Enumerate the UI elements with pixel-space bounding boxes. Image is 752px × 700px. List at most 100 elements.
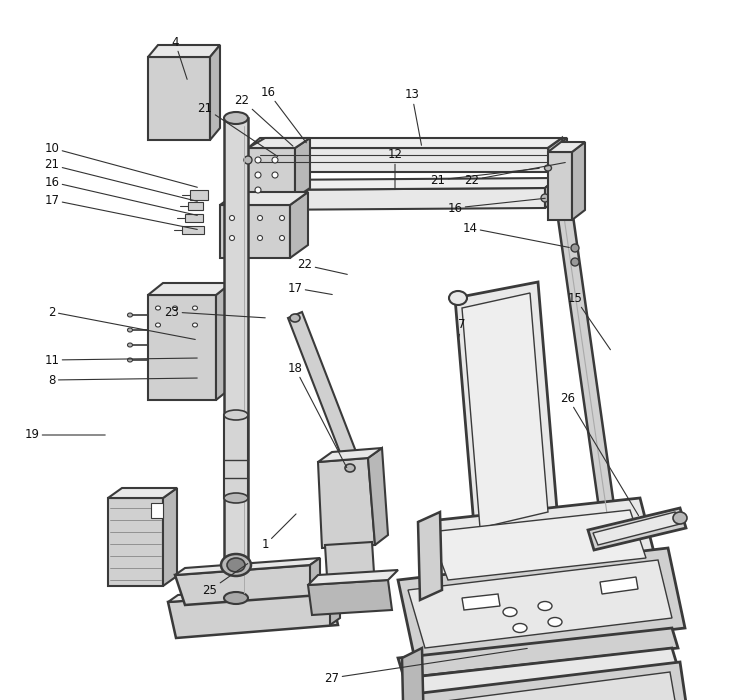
Text: 17: 17 <box>287 281 332 295</box>
Polygon shape <box>404 648 678 698</box>
Ellipse shape <box>221 554 251 576</box>
Ellipse shape <box>280 235 284 241</box>
Ellipse shape <box>548 617 562 626</box>
Text: 22: 22 <box>465 162 566 186</box>
Polygon shape <box>248 148 555 172</box>
Text: 27: 27 <box>325 648 527 685</box>
Ellipse shape <box>255 157 261 163</box>
Polygon shape <box>368 448 388 545</box>
Polygon shape <box>325 542 375 592</box>
Polygon shape <box>220 192 308 205</box>
Ellipse shape <box>255 172 261 178</box>
Ellipse shape <box>172 306 177 310</box>
Polygon shape <box>148 57 210 140</box>
Text: 7: 7 <box>458 318 465 337</box>
Polygon shape <box>248 148 295 198</box>
Ellipse shape <box>229 216 235 220</box>
Ellipse shape <box>541 194 549 202</box>
Text: 10: 10 <box>44 141 197 188</box>
Ellipse shape <box>550 153 560 163</box>
Text: 25: 25 <box>202 564 247 596</box>
Polygon shape <box>188 202 203 210</box>
Text: 23: 23 <box>165 305 265 318</box>
Polygon shape <box>588 508 686 550</box>
Polygon shape <box>415 672 678 700</box>
Polygon shape <box>168 582 340 602</box>
Text: 22: 22 <box>298 258 347 274</box>
Polygon shape <box>572 142 585 220</box>
Polygon shape <box>185 214 203 222</box>
Polygon shape <box>405 662 690 700</box>
Text: 13: 13 <box>405 88 421 146</box>
Polygon shape <box>593 512 680 545</box>
Polygon shape <box>224 415 248 498</box>
Polygon shape <box>555 138 567 172</box>
Polygon shape <box>308 580 392 615</box>
Ellipse shape <box>128 328 132 332</box>
Polygon shape <box>398 548 685 660</box>
Ellipse shape <box>128 343 132 347</box>
Polygon shape <box>182 226 204 234</box>
Text: 1: 1 <box>261 514 296 552</box>
Ellipse shape <box>280 216 284 220</box>
Ellipse shape <box>571 244 579 252</box>
Polygon shape <box>318 448 382 462</box>
Text: 21: 21 <box>430 168 539 186</box>
Ellipse shape <box>538 601 552 610</box>
Polygon shape <box>248 138 567 148</box>
Text: 15: 15 <box>568 291 611 350</box>
Polygon shape <box>408 560 672 648</box>
Ellipse shape <box>272 172 278 178</box>
Polygon shape <box>548 142 585 152</box>
Ellipse shape <box>229 235 235 241</box>
Polygon shape <box>545 178 557 208</box>
Polygon shape <box>210 45 220 140</box>
Text: 22: 22 <box>235 94 293 146</box>
Polygon shape <box>402 648 425 700</box>
Text: 14: 14 <box>462 221 569 248</box>
Ellipse shape <box>227 558 245 572</box>
Ellipse shape <box>449 291 467 305</box>
Ellipse shape <box>503 608 517 617</box>
Polygon shape <box>248 188 545 210</box>
Polygon shape <box>455 282 558 538</box>
Polygon shape <box>398 628 678 678</box>
Polygon shape <box>248 178 557 190</box>
Polygon shape <box>600 577 638 594</box>
Polygon shape <box>163 488 177 586</box>
Ellipse shape <box>224 493 248 503</box>
Ellipse shape <box>673 512 687 524</box>
Ellipse shape <box>513 624 527 633</box>
Text: 21: 21 <box>44 158 197 202</box>
Polygon shape <box>290 192 308 258</box>
Polygon shape <box>430 510 646 580</box>
Polygon shape <box>248 138 310 148</box>
Polygon shape <box>462 293 548 528</box>
Ellipse shape <box>224 410 248 420</box>
Polygon shape <box>548 152 572 220</box>
Ellipse shape <box>156 323 160 327</box>
Text: 16: 16 <box>260 85 306 143</box>
Text: 17: 17 <box>44 193 197 230</box>
Polygon shape <box>418 512 442 600</box>
Text: 12: 12 <box>387 148 402 189</box>
Polygon shape <box>310 558 320 595</box>
Polygon shape <box>108 488 177 498</box>
Polygon shape <box>288 312 360 468</box>
Text: 4: 4 <box>171 36 187 79</box>
Polygon shape <box>148 295 216 400</box>
Text: 21: 21 <box>198 102 277 157</box>
Polygon shape <box>216 283 231 400</box>
Ellipse shape <box>224 112 248 124</box>
Text: 11: 11 <box>44 354 197 367</box>
Ellipse shape <box>544 165 551 171</box>
Polygon shape <box>148 45 220 57</box>
Polygon shape <box>151 503 163 518</box>
Text: 16: 16 <box>447 198 545 214</box>
Text: 19: 19 <box>25 428 105 442</box>
Polygon shape <box>420 498 658 592</box>
Polygon shape <box>548 138 620 558</box>
Polygon shape <box>318 458 375 548</box>
Ellipse shape <box>193 306 198 310</box>
Polygon shape <box>168 590 338 638</box>
